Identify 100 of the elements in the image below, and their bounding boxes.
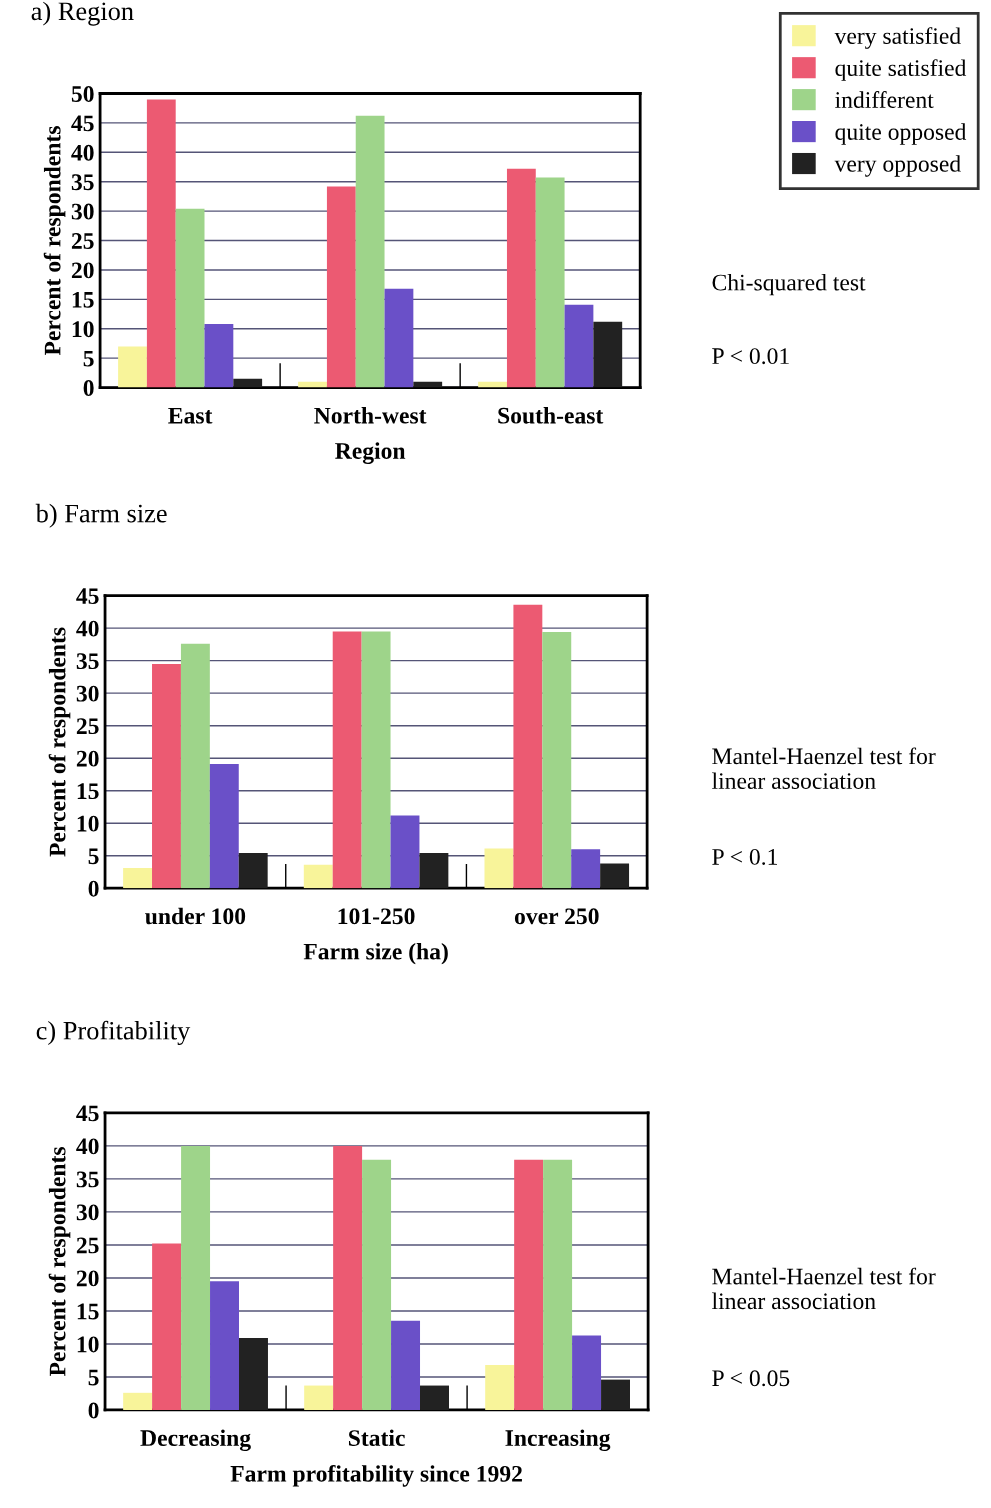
bar [535, 177, 565, 388]
bar [332, 631, 362, 889]
bar [484, 848, 514, 889]
legend-label: indifferent [835, 91, 934, 108]
y-tick-label: 45 [71, 115, 94, 132]
bar [123, 1392, 153, 1410]
bar [181, 1145, 211, 1410]
legend-label: very opposed [834, 155, 961, 177]
bar [333, 1145, 363, 1410]
x-tick-label: over 250 [514, 908, 599, 925]
text: Mantel-Haenzel test for linear association [712, 1267, 936, 1310]
text: P < 0.05 [712, 1370, 790, 1387]
y-tick-label: 15 [72, 291, 94, 308]
x-tick-label: 101-250 [338, 908, 415, 925]
bar [304, 1385, 334, 1410]
bar [175, 208, 205, 388]
y-axis-title: Percent of respondents [48, 627, 71, 857]
y-tick-label: 20 [76, 1270, 99, 1287]
y-tick-label: 0 [88, 880, 99, 897]
legend-label: quite satisfied [835, 59, 967, 81]
y-tick-label: 5 [88, 1369, 99, 1386]
bar [420, 1385, 449, 1410]
bar [361, 631, 391, 889]
y-tick-label: 30 [76, 1204, 99, 1221]
bar [390, 815, 420, 889]
bar [571, 849, 601, 889]
y-axis-title: Percent of respondents [43, 126, 66, 356]
bar [152, 663, 181, 889]
bar [303, 864, 333, 889]
bar [209, 764, 239, 889]
y-tick-label: 40 [76, 620, 99, 637]
legend-label: very satisfied [834, 27, 961, 49]
x-axis-title: Farm profitability since 1992 [230, 1464, 522, 1487]
y-tick-label: 40 [76, 1138, 99, 1155]
bar [572, 1335, 602, 1410]
y-tick-label: 35 [71, 174, 94, 191]
text: P < 0.01 [712, 348, 789, 365]
bar [513, 604, 543, 889]
bar [204, 324, 234, 388]
bar [601, 1379, 631, 1410]
y-tick-label: 15 [77, 1303, 99, 1320]
bar [564, 304, 594, 388]
y-tick-label: 10 [72, 321, 94, 338]
y-tick-label: 40 [71, 144, 94, 161]
x-tick-label: South-east [498, 407, 604, 424]
text: P < 0.1 [712, 848, 777, 865]
y-tick-label: 5 [83, 350, 94, 367]
y-tick-label: 25 [76, 1237, 99, 1254]
bar [419, 853, 449, 889]
bar [118, 346, 147, 388]
y-tick-label: 45 [76, 588, 99, 605]
y-tick-label: 25 [76, 718, 99, 735]
bar [152, 1243, 182, 1410]
bar [326, 186, 356, 388]
bar [485, 1365, 515, 1410]
y-tick-label: 35 [76, 1171, 99, 1188]
y-tick-label: 20 [71, 262, 94, 279]
y-tick-label: 15 [77, 783, 99, 800]
y-tick-label: 50 [71, 85, 94, 102]
bar [600, 863, 630, 889]
bar [542, 632, 572, 889]
y-tick-label: 30 [76, 685, 99, 702]
bar [362, 1159, 392, 1410]
y-tick-label: 5 [88, 848, 99, 865]
bar [146, 99, 176, 388]
y-tick-label: 10 [77, 1336, 99, 1353]
chart-title: b) Farm size [35, 503, 167, 528]
y-tick-label: 35 [76, 653, 99, 670]
text: Mantel-Haenzel test for linear association [712, 747, 936, 789]
bar [355, 115, 385, 388]
y-tick-label: 25 [71, 233, 94, 249]
bar [506, 168, 536, 388]
y-tick-label: 0 [88, 1402, 99, 1419]
bar [514, 1159, 544, 1410]
bar [391, 1320, 421, 1410]
text: Chi-squared test [712, 273, 866, 296]
x-tick-label: Increasing [505, 1429, 611, 1452]
y-tick-label: 45 [76, 1105, 99, 1122]
x-axis-title: Region [335, 442, 406, 464]
x-axis-title: Farm size (ha) [303, 942, 448, 965]
y-tick-label: 30 [71, 203, 94, 220]
x-tick-label: North-west [314, 407, 427, 424]
y-axis-title: Percent of respondents [48, 1147, 71, 1377]
bar [238, 853, 268, 889]
bar [180, 643, 210, 889]
bar [593, 321, 623, 388]
bar [210, 1281, 239, 1410]
y-tick-label: 10 [77, 815, 99, 832]
bar [543, 1159, 573, 1410]
chart-title: c) Profitability [36, 1020, 191, 1046]
x-tick-label: under 100 [145, 907, 246, 925]
chart-title: a) Region [31, 1, 134, 26]
x-tick-label: Decreasing [140, 1429, 251, 1452]
legend-label: quite opposed [835, 123, 967, 145]
bar [239, 1338, 268, 1410]
y-tick-label: 20 [76, 750, 99, 767]
bar [384, 288, 414, 388]
bar [123, 868, 153, 889]
bar [233, 378, 263, 388]
x-tick-label: Static [348, 1429, 405, 1447]
